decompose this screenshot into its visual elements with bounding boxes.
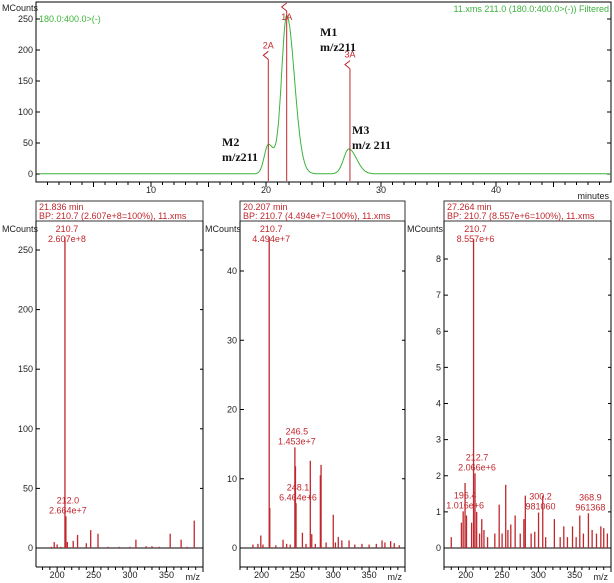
x-axis-label: m/z (186, 572, 201, 582)
peak-label-mz: 210.7 (260, 224, 283, 234)
y-tick-label: 10 (227, 474, 237, 484)
y-tick-label: 7 (436, 290, 441, 300)
y-tick-label: 100 (18, 107, 33, 117)
y-tick-label: 20 (227, 405, 237, 415)
x-tick-label: 300 (531, 570, 546, 580)
y-tick-label: 50 (23, 138, 33, 148)
y-tick-label: 0 (232, 543, 237, 553)
spectrum-base-peak: BP: 210.7 (4.494e+7=100%), 11.xms (243, 211, 391, 221)
x-tick-label: 250 (495, 570, 510, 580)
peak-marker-triangle-icon (280, 2, 288, 12)
peak-label-intensity: 2.066e+6 (458, 462, 496, 472)
peak-annotation-name: M1 (320, 25, 337, 39)
y-tick-label: 2 (436, 471, 441, 481)
y-axis-label: MCounts (2, 3, 39, 13)
peak-annotation-name: M2 (222, 135, 239, 149)
peak-label-intensity: 4.494e+7 (252, 234, 290, 244)
peak-marker-label: 1A (281, 12, 292, 22)
peak-label-intensity: 981060 (526, 502, 556, 512)
y-axis-label: MCounts (2, 224, 39, 234)
y-tick-label: 4 (436, 399, 441, 409)
peak-annotation-mz: m/z 211 (352, 138, 391, 152)
spectrum-retention-time: 21.836 min (39, 202, 84, 212)
peak-label-intensity: 8.557e+6 (457, 234, 495, 244)
peak-label-mz: 212.7 (466, 452, 489, 462)
y-tick-label: 40 (227, 266, 237, 276)
peak-label-mz: 248.1 (287, 482, 310, 492)
spectrum-retention-time: 20.207 min (243, 202, 288, 212)
spectrum-retention-time: 27.264 min (447, 202, 492, 212)
x-axis-label: minutes (577, 191, 609, 201)
peak-label-mz: 300.2 (529, 492, 552, 502)
x-tick-label: 300 (123, 570, 138, 580)
peak-label-intensity: 961368 (575, 502, 605, 512)
x-tick-label: 350 (567, 570, 582, 580)
peak-label-mz: 368.9 (579, 492, 602, 502)
peak-label-mz: 210.7 (464, 224, 487, 234)
peak-marker-label: 3A (344, 50, 355, 60)
y-tick-label: 100 (18, 424, 33, 434)
y-tick-label: 0 (28, 543, 33, 553)
spectrum-header-box (239, 200, 406, 222)
peak-label-mz: 210.7 (56, 224, 79, 234)
x-tick-label: 30 (376, 185, 386, 195)
spectrum-header-box (35, 200, 204, 222)
peak-annotation-name: M3 (352, 123, 369, 137)
y-tick-label: 200 (18, 305, 33, 315)
peak-label-mz: 196.4 (454, 490, 477, 500)
x-axis-label: m/z (388, 572, 403, 582)
y-tick-label: 6 (436, 326, 441, 336)
y-tick-label: 8 (436, 254, 441, 264)
peak-label-intensity: 1.453e+7 (278, 436, 316, 446)
x-tick-label: 10 (146, 185, 156, 195)
y-tick-label: 5 (436, 362, 441, 372)
x-tick-label: 350 (362, 570, 377, 580)
peak-label-mz: 246.5 (286, 426, 309, 436)
x-tick-label: 300 (326, 570, 341, 580)
peak-label-intensity: 6.464e+6 (279, 492, 317, 502)
x-tick-label: 350 (159, 570, 174, 580)
peak-label-mz: 212.0 (57, 495, 80, 505)
x-tick-label: 20 (261, 185, 271, 195)
spectrum-base-peak: BP: 210.7 (8.557e+6=100%), 11.xms (447, 211, 595, 221)
x-tick-label: 40 (491, 185, 501, 195)
x-tick-label: 200 (254, 570, 269, 580)
y-tick-label: 200 (18, 45, 33, 55)
y-tick-label: 150 (18, 76, 33, 86)
y-tick-label: 3 (436, 435, 441, 445)
y-tick-label: 1 (436, 507, 441, 517)
spectrum-base-peak: BP: 210.7 (2.607e+8=100%), 11.xms (39, 211, 187, 221)
chromatogram-trace (39, 14, 611, 175)
y-tick-label: 50 (23, 483, 33, 493)
peak-marker-label: 2A (263, 40, 274, 50)
y-tick-label: 30 (227, 335, 237, 345)
y-tick-label: 0 (28, 169, 33, 179)
trace-label-left: 180.0:400.0>(-) (39, 14, 101, 24)
x-tick-label: 250 (86, 570, 101, 580)
y-tick-label: 250 (18, 14, 33, 24)
peak-marker-triangle-icon (344, 60, 351, 69)
x-tick-label: 250 (290, 570, 305, 580)
y-tick-label: 150 (18, 364, 33, 374)
x-axis-label: m/z (594, 572, 609, 582)
trace-label-right: 11.xms 211.0 (180.0:400.0>(-)) Filtered (454, 4, 610, 14)
y-tick-label: 0 (436, 543, 441, 553)
x-tick-label: 200 (50, 570, 65, 580)
peak-label-intensity: 2.607e+8 (48, 234, 86, 244)
peak-label-intensity: 2.664e+7 (49, 505, 87, 515)
peak-annotation-mz: m/z211 (320, 40, 356, 54)
y-axis-label: MCounts (407, 224, 444, 234)
peak-marker-triangle-icon (262, 50, 269, 60)
peak-annotation-mz: m/z211 (222, 150, 258, 164)
x-tick-label: 200 (458, 570, 473, 580)
spectrum-header-box (443, 200, 612, 222)
y-tick-label: 250 (18, 245, 33, 255)
y-axis-label: MCounts (205, 224, 242, 234)
peak-label-intensity: 1.016e+6 (446, 500, 484, 510)
